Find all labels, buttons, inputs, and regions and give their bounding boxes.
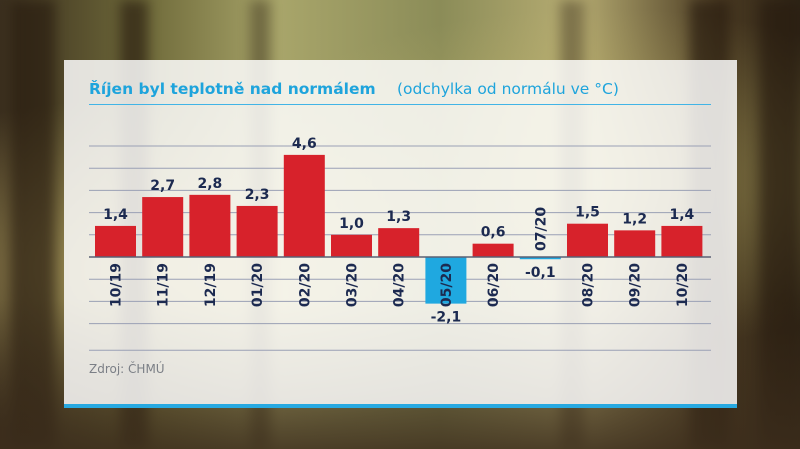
title-underline [89,104,711,105]
bar [567,223,608,257]
bar [378,228,420,257]
value-label: 2,7 [150,178,175,194]
panel-accent-line [64,404,737,408]
category-label: 10/19 [109,263,125,307]
value-label: 2,8 [197,176,222,192]
chart-subtitle: (odchylka od normálu ve °C) [397,80,619,98]
bar [142,197,184,257]
value-label: 1,2 [622,211,647,227]
bar [661,225,703,257]
bar [331,234,372,257]
category-label: 03/20 [345,263,361,307]
category-label: 04/20 [392,263,408,307]
category-label: 09/20 [628,263,644,307]
category-label: 02/20 [297,263,313,307]
value-label: 1,5 [575,205,600,221]
value-label: 1,3 [386,209,411,225]
bar [519,257,561,260]
value-label: 1,0 [339,216,364,232]
category-label: 05/20 [439,263,455,307]
category-label: 06/20 [486,263,502,307]
category-label: 01/20 [250,263,266,307]
bar [189,194,231,257]
value-label: 2,3 [245,187,270,203]
value-label: 0,6 [481,225,506,241]
value-label: 4,6 [292,136,317,152]
category-label: 12/19 [203,263,219,307]
value-label: 1,4 [669,207,694,223]
value-label: -2,1 [431,310,462,326]
bar [614,230,656,257]
bar [95,225,136,257]
category-label: 10/20 [675,263,691,307]
bar [283,154,325,257]
value-label: 1,4 [103,207,128,223]
bar [425,257,467,304]
chart-title: Říjen byl teplotně nad normálem [89,80,376,98]
bar [236,205,278,257]
source-note: Zdroj: ČHMÚ [89,362,165,376]
value-label: -0,1 [525,265,556,281]
bar [472,243,514,257]
category-label: 11/19 [156,263,172,307]
category-label: 08/20 [581,263,597,307]
category-label: 07/20 [533,207,549,251]
